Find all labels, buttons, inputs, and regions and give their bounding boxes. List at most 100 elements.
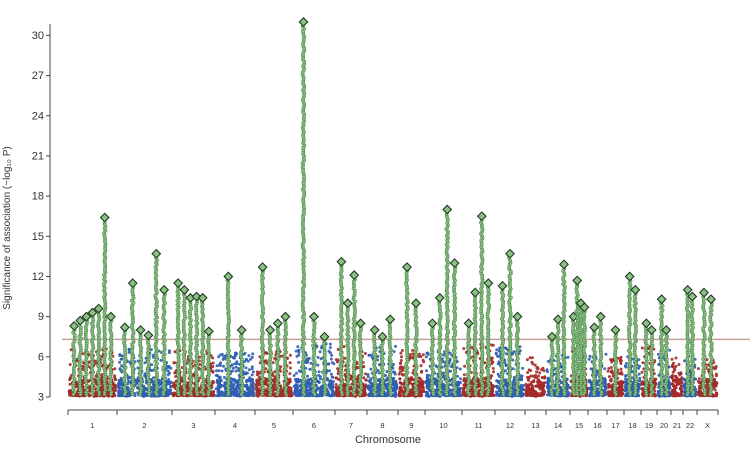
snp-point — [334, 376, 338, 380]
snp-point — [174, 375, 178, 378]
snp-point — [198, 355, 202, 359]
snp-point — [524, 392, 529, 396]
snp-point — [399, 351, 403, 355]
snp-point — [250, 378, 254, 383]
snp-point — [712, 377, 717, 382]
snp-point — [308, 391, 312, 395]
snp-point — [491, 367, 495, 370]
snp-point — [88, 394, 92, 398]
snp-point — [392, 388, 396, 392]
snp-point — [545, 385, 550, 389]
snp-point — [143, 372, 147, 376]
snp-point — [400, 389, 404, 393]
snp-point — [288, 353, 292, 357]
snp-point — [171, 392, 175, 396]
snp-point — [588, 354, 592, 358]
snp-point — [392, 350, 396, 354]
chromosome-21-points — [670, 356, 684, 398]
snp-point — [100, 373, 104, 376]
snp-point — [247, 392, 251, 396]
snp-point — [331, 389, 335, 393]
snp-point — [169, 380, 173, 384]
snp-point — [464, 393, 468, 397]
snp-point — [244, 366, 248, 370]
snp-point — [533, 363, 537, 367]
snp-point — [496, 372, 500, 376]
snp-point — [671, 370, 675, 374]
snp-point — [186, 394, 190, 398]
snp-point — [504, 363, 508, 367]
snp-point — [256, 372, 260, 376]
snp-point — [470, 345, 474, 349]
snp-point — [336, 386, 340, 391]
snp-point — [426, 352, 430, 356]
snp-point — [417, 390, 421, 394]
snp-point — [128, 376, 132, 379]
snp-point — [525, 358, 529, 362]
snp-point — [330, 387, 334, 391]
snp-point — [136, 366, 140, 370]
snp-point — [251, 381, 255, 385]
snp-point — [448, 392, 452, 396]
snp-point — [316, 387, 320, 391]
snp-point — [536, 367, 540, 371]
snp-point — [421, 353, 425, 357]
snp-point — [264, 378, 268, 382]
snp-point — [271, 393, 275, 397]
snp-point — [304, 366, 308, 370]
snp-point — [113, 377, 118, 382]
snp-point — [210, 393, 214, 397]
snp-point — [248, 378, 252, 382]
snp-point — [494, 384, 498, 388]
snp-point — [589, 367, 593, 371]
snp-point — [407, 377, 411, 381]
snp-point — [229, 388, 233, 392]
snp-point — [656, 352, 660, 356]
snp-point — [397, 390, 401, 394]
snp-point — [355, 366, 359, 369]
snp-point — [265, 361, 269, 365]
snp-point — [673, 385, 678, 389]
snp-point — [712, 380, 717, 384]
snp-point — [235, 385, 240, 389]
snp-point — [668, 348, 672, 352]
snp-point — [674, 375, 678, 379]
snp-point — [247, 368, 251, 372]
snp-point — [327, 391, 330, 395]
snp-point — [456, 380, 460, 384]
snp-point — [714, 384, 718, 388]
snp-point — [696, 367, 700, 371]
snp-point — [250, 373, 254, 377]
snp-point — [399, 394, 402, 398]
snp-point — [677, 378, 681, 382]
snp-point — [306, 374, 309, 378]
snp-point — [624, 374, 628, 378]
snp-point — [217, 375, 221, 379]
snp-point — [408, 393, 412, 397]
snp-point — [640, 387, 645, 391]
snp-point — [220, 352, 224, 356]
snp-point — [149, 368, 153, 372]
snp-point — [308, 386, 313, 390]
snp-point — [250, 365, 254, 369]
snp-point — [257, 375, 261, 379]
snp-point — [422, 389, 426, 393]
snp-point — [566, 391, 570, 395]
snp-point — [377, 388, 381, 392]
snp-point — [393, 394, 398, 398]
snp-point — [490, 386, 494, 390]
snp-point — [427, 374, 431, 377]
snp-point — [288, 361, 292, 365]
snp-point — [288, 372, 292, 376]
snp-point — [449, 369, 452, 373]
snp-point — [491, 384, 495, 388]
snp-point — [257, 388, 261, 392]
snp-point — [317, 370, 321, 374]
snp-point — [136, 386, 140, 390]
snp-point — [529, 383, 533, 387]
snp-point — [255, 379, 259, 384]
snp-point — [462, 347, 466, 351]
snp-point — [279, 390, 284, 394]
snp-point — [518, 345, 522, 349]
snp-point — [697, 377, 701, 381]
